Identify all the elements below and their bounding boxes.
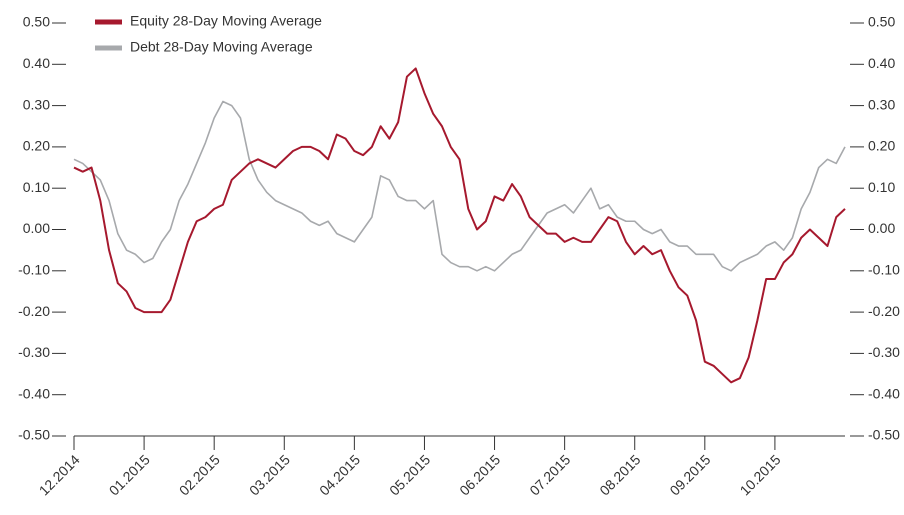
series-line xyxy=(73,100,846,272)
legend-label: Equity 28-Day Moving Average xyxy=(130,13,322,29)
x-tick-label: 01.2015 xyxy=(106,451,153,498)
y-tick-label: -0.50 xyxy=(18,427,50,443)
x-tick-label: 08.2015 xyxy=(596,451,643,498)
x-tick-label: 03.2015 xyxy=(246,451,293,498)
y2-tick-label: -0.30 xyxy=(868,344,900,360)
y-tick-label: 0.20 xyxy=(23,138,50,154)
y-tick-label: -0.10 xyxy=(18,262,50,278)
x-tick-label: 02.2015 xyxy=(176,451,223,498)
y-tick-label: -0.40 xyxy=(18,385,50,401)
legend-label: Debt 28-Day Moving Average xyxy=(130,39,313,55)
y2-tick-label: 0.40 xyxy=(868,55,895,71)
y2-tick-label: 0.20 xyxy=(868,138,895,154)
x-tick-label: 07.2015 xyxy=(526,451,573,498)
x-tick-label: 09.2015 xyxy=(666,451,713,498)
series-line xyxy=(73,67,846,384)
y-tick-label: -0.20 xyxy=(18,303,50,319)
x-tick-label: 05.2015 xyxy=(386,451,433,498)
y2-tick-label: 0.30 xyxy=(868,96,895,112)
y2-tick-label: 0.10 xyxy=(868,179,895,195)
x-tick-label: 06.2015 xyxy=(456,451,503,498)
y-tick-label: -0.30 xyxy=(18,344,50,360)
y-tick-label: 0.30 xyxy=(23,96,50,112)
y2-tick-label: 0.50 xyxy=(868,14,895,30)
y-tick-label: 0.00 xyxy=(23,220,50,236)
x-tick-label: 04.2015 xyxy=(316,451,363,498)
y-tick-label: 0.40 xyxy=(23,55,50,71)
y-tick-label: 0.50 xyxy=(23,14,50,30)
y2-tick-label: -0.10 xyxy=(868,262,900,278)
y-tick-label: 0.10 xyxy=(23,179,50,195)
x-tick-label: 10.2015 xyxy=(737,451,784,498)
y2-tick-label: -0.20 xyxy=(868,303,900,319)
y2-tick-label: 0.00 xyxy=(868,220,895,236)
y2-tick-label: -0.50 xyxy=(868,427,900,443)
y2-tick-label: -0.40 xyxy=(868,385,900,401)
x-tick-label: 12.2014 xyxy=(36,451,83,498)
